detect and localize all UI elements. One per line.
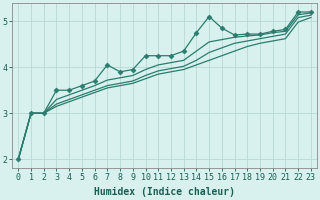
X-axis label: Humidex (Indice chaleur): Humidex (Indice chaleur) bbox=[94, 187, 235, 197]
